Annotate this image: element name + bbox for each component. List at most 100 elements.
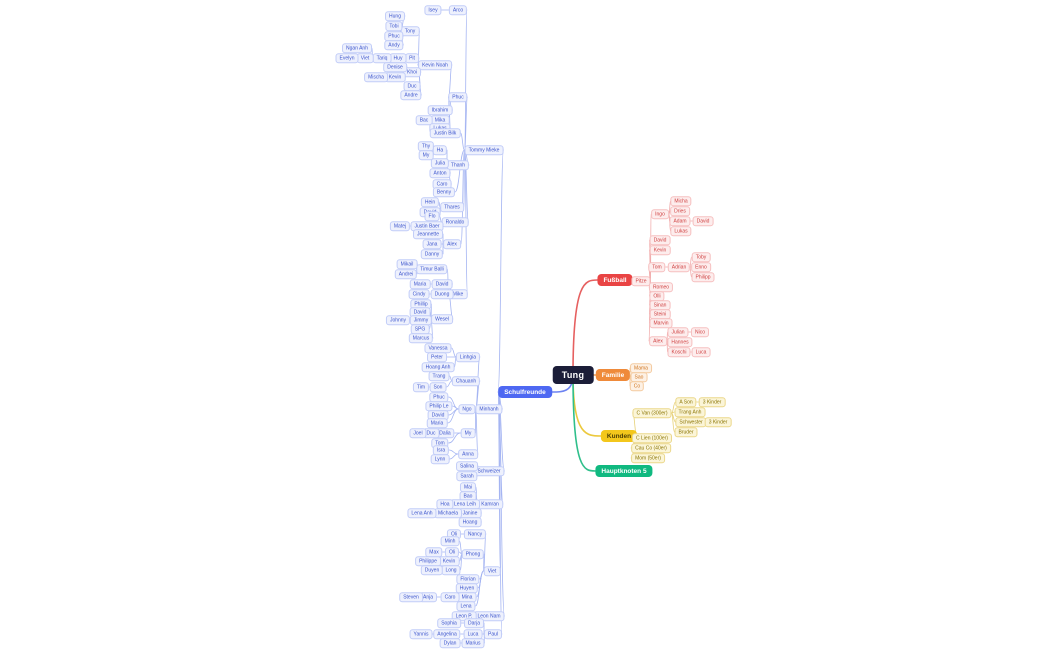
subtopic-dries[interactable]: Dries (670, 206, 690, 216)
subtopic-lena[interactable]: Lena (456, 601, 476, 611)
subtopic-leonp[interactable]: Leon P. (451, 611, 477, 621)
subtopic-thares[interactable]: Thares (440, 202, 464, 212)
subtopic-tranganh[interactable]: Trang Anh (674, 407, 706, 417)
subtopic-adrian[interactable]: Adrian (667, 262, 691, 272)
subtopic-maria_a[interactable]: Maria (409, 279, 431, 289)
subtopic-alex_f[interactable]: Alex (649, 336, 667, 346)
subtopic-duyen[interactable]: Duyen (420, 565, 444, 575)
subtopic-kevin_f[interactable]: Kevin (649, 245, 671, 255)
subtopic-kevinnoah[interactable]: Kevin Noah (418, 60, 452, 70)
subtopic-schwester[interactable]: Schwester (675, 417, 707, 427)
subtopic-justinbilk[interactable]: Justin Bilk (429, 128, 461, 138)
subtopic-bruder[interactable]: Bruder (674, 427, 698, 437)
subtopic-ngo[interactable]: Ngo (458, 404, 476, 414)
subtopic-hung[interactable]: Hung (385, 11, 405, 21)
subtopic-bac[interactable]: Bac (415, 115, 433, 125)
subtopic-co[interactable]: Co (629, 381, 645, 391)
subtopic-philipp[interactable]: Philipp (691, 272, 715, 282)
subtopic-linhgia[interactable]: Linhgia (455, 352, 481, 362)
subtopic-andy[interactable]: Andy (384, 40, 404, 50)
subtopic-phong[interactable]: Phong (461, 549, 485, 559)
main-topic-m_haupt[interactable]: Hauptknoten 5 (595, 465, 653, 477)
subtopic-minh[interactable]: Minh (440, 536, 460, 546)
subtopic-trang[interactable]: Trang (428, 371, 450, 381)
subtopic-ronaldo[interactable]: Ronaldo (441, 217, 469, 227)
subtopic-danny[interactable]: Danny (420, 249, 444, 259)
subtopic-my_a[interactable]: My (418, 150, 434, 160)
subtopic-isey[interactable]: Isey (424, 5, 442, 15)
subtopic-enno[interactable]: Enno (691, 262, 711, 272)
subtopic-lukas_f[interactable]: Lukas (670, 226, 692, 236)
subtopic-ason[interactable]: A Son (675, 397, 697, 407)
subtopic-schweizer[interactable]: Schweizer (473, 466, 505, 476)
subtopic-son[interactable]: Son (429, 382, 447, 392)
main-topic-m_familie[interactable]: Familie (595, 369, 631, 381)
subtopic-kinder_b[interactable]: 3 Kinder (704, 417, 732, 427)
subtopic-anna[interactable]: Anna (458, 449, 478, 459)
subtopic-toby[interactable]: Toby (691, 252, 711, 262)
subtopic-tom[interactable]: Tom (648, 262, 666, 272)
subtopic-lenaanh[interactable]: Lena Anh (407, 508, 437, 518)
subtopic-mom[interactable]: Mom (50er) (631, 453, 665, 463)
subtopic-andrei[interactable]: Andrei (394, 269, 418, 279)
subtopic-viet_b[interactable]: Viet (483, 566, 501, 576)
subtopic-pit[interactable]: Pit (405, 53, 419, 63)
subtopic-chauanh[interactable]: Chauanh (451, 376, 481, 386)
subtopic-adam[interactable]: Adam (669, 216, 691, 226)
subtopic-kamran[interactable]: Kamran (477, 499, 503, 509)
subtopic-marcus[interactable]: Marcus (408, 333, 434, 343)
subtopic-michaela[interactable]: Michaela (433, 508, 463, 518)
subtopic-ibrahim[interactable]: Ibrahim (427, 105, 453, 115)
subtopic-jana[interactable]: Jana (422, 239, 442, 249)
subtopic-kinder_a[interactable]: 3 Kinder (698, 397, 726, 407)
subtopic-darja[interactable]: Darja (464, 618, 484, 628)
subtopic-tim[interactable]: Tim (412, 382, 430, 392)
subtopic-salina[interactable]: Salina (456, 461, 478, 471)
subtopic-denise[interactable]: Denise (383, 62, 407, 72)
subtopic-ingo[interactable]: Ingo (651, 209, 669, 219)
subtopic-andre_a[interactable]: Andre (400, 90, 422, 100)
subtopic-matej[interactable]: Matej (389, 221, 411, 231)
subtopic-khoi[interactable]: Khoi (402, 67, 422, 77)
subtopic-joel[interactable]: Joel (409, 428, 427, 438)
subtopic-benny[interactable]: Benny (432, 187, 456, 197)
subtopic-my_b[interactable]: My (460, 428, 476, 438)
subtopic-marvin[interactable]: Marvin (649, 318, 673, 328)
subtopic-evelyn[interactable]: Evelyn (335, 53, 359, 63)
subtopic-timurballi[interactable]: Timur Balli (416, 264, 448, 274)
subtopic-sophia[interactable]: Sophia (437, 618, 461, 628)
subtopic-julian[interactable]: Julian (667, 327, 689, 337)
subtopic-ngananh[interactable]: Ngan Anh (342, 43, 372, 53)
subtopic-mikail[interactable]: Mikail (396, 259, 418, 269)
subtopic-anton[interactable]: Anton (429, 168, 451, 178)
subtopic-marius[interactable]: Marius (461, 638, 485, 648)
subtopic-arco[interactable]: Arco (448, 5, 468, 15)
subtopic-viet_a[interactable]: Viet (356, 53, 374, 63)
subtopic-steven[interactable]: Steven (399, 592, 423, 602)
subtopic-lynn[interactable]: Lynn (430, 454, 450, 464)
subtopic-minhanh[interactable]: Minhanh (475, 404, 503, 414)
subtopic-jeannette[interactable]: Jeannette (413, 229, 443, 239)
subtopic-dylan[interactable]: Dylan (439, 638, 461, 648)
subtopic-tony[interactable]: Tony (400, 26, 420, 36)
subtopic-hoang[interactable]: Hoang (458, 517, 482, 527)
subtopic-cindy[interactable]: Cindy (408, 289, 430, 299)
subtopic-cauco[interactable]: Cau Co (40er) (631, 443, 671, 453)
subtopic-nancy[interactable]: Nancy (463, 529, 487, 539)
root-topic-tung[interactable]: Tung (552, 366, 594, 384)
subtopic-flo[interactable]: Flo (424, 211, 440, 221)
subtopic-maria_b[interactable]: Maria (426, 418, 448, 428)
subtopic-nico[interactable]: Nico (690, 327, 710, 337)
subtopic-david_f[interactable]: David (649, 235, 671, 245)
subtopic-hein[interactable]: Hein (420, 197, 440, 207)
subtopic-paul[interactable]: Paul (483, 629, 503, 639)
subtopic-mischa[interactable]: Mischa (364, 72, 388, 82)
subtopic-alex_s[interactable]: Alex (443, 239, 461, 249)
subtopic-peter[interactable]: Peter (427, 352, 447, 362)
subtopic-ha[interactable]: Ha (432, 145, 448, 155)
subtopic-adam_david[interactable]: David (692, 216, 714, 226)
main-topic-m_kunden[interactable]: Kunden (600, 430, 638, 442)
subtopic-caro_b[interactable]: Caro (440, 592, 460, 602)
subtopic-yannis[interactable]: Yannis (409, 629, 433, 639)
subtopic-luca_f[interactable]: Luca (691, 347, 711, 357)
